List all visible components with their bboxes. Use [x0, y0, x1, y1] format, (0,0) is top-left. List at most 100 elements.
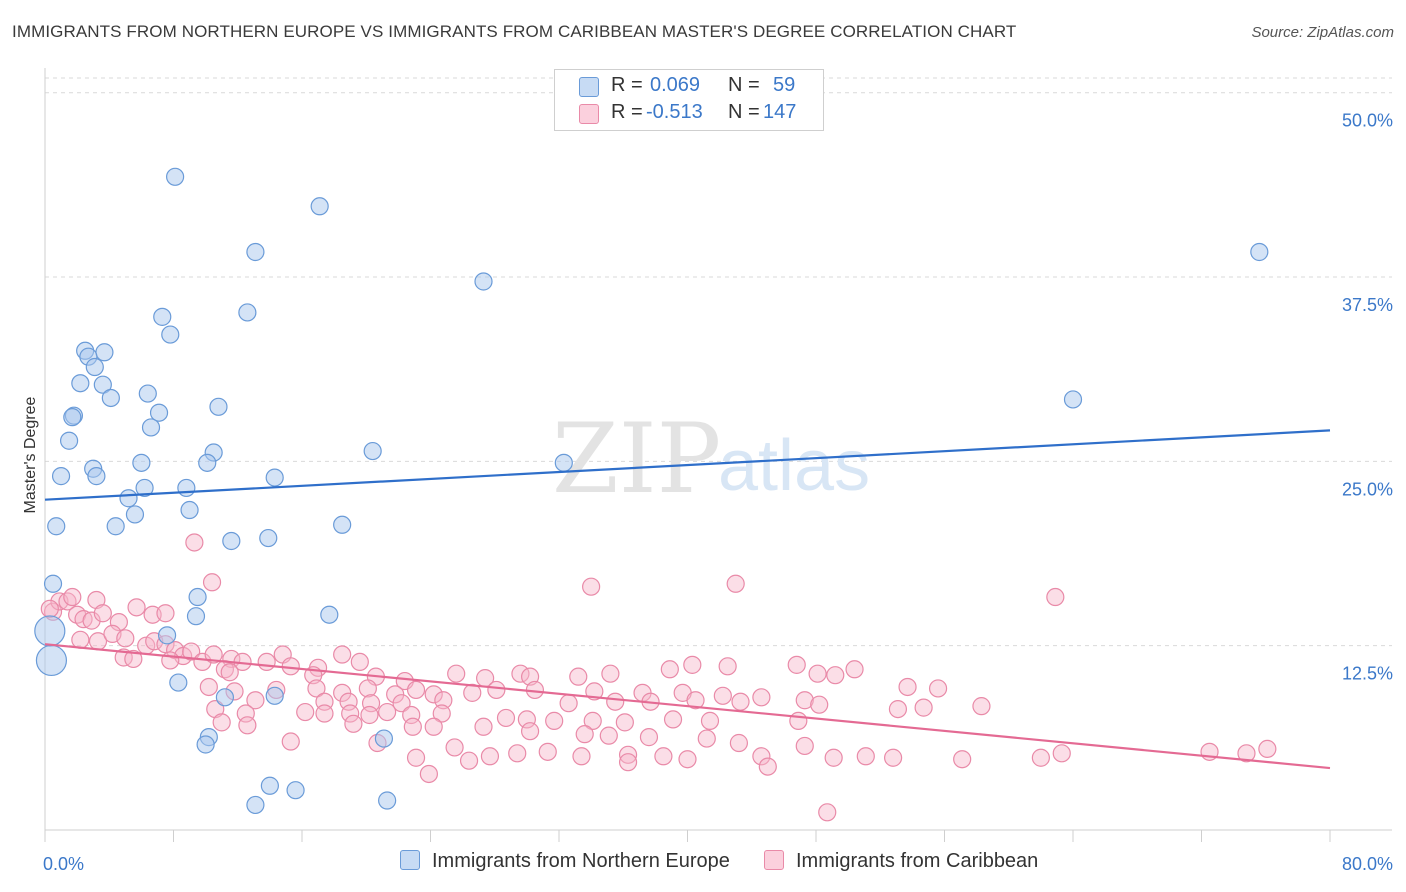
caribbean-point — [1237, 744, 1256, 763]
northern-europe-point — [286, 781, 305, 800]
trend-line-northern-europe — [44, 429, 1331, 501]
caribbean-point — [718, 657, 737, 676]
caribbean-point — [296, 702, 315, 722]
caribbean-point — [220, 663, 239, 682]
northern-europe-point — [141, 418, 161, 437]
northern-europe-point — [35, 644, 68, 677]
caribbean-point — [583, 711, 602, 730]
caribbean-point — [639, 728, 659, 747]
caribbean-point — [928, 679, 948, 698]
y-tick-label: 50.0% — [1342, 111, 1393, 131]
x-tick-label-max: 80.0% — [1342, 854, 1393, 874]
chart-title: IMMIGRANTS FROM NORTHERN EUROPE VS IMMIG… — [12, 22, 1017, 41]
caribbean-point — [1046, 587, 1065, 607]
caribbean-point — [406, 748, 426, 767]
caribbean-point — [787, 655, 806, 674]
y-tick-label: 12.5% — [1342, 664, 1393, 684]
caribbean-point — [789, 711, 808, 730]
northern-europe-point — [554, 453, 573, 472]
caribbean-point — [204, 645, 223, 664]
caribbean-point — [496, 708, 516, 728]
northern-europe-point — [34, 615, 66, 647]
caribbean-point — [686, 691, 705, 710]
caribbean-point — [615, 713, 634, 732]
caribbean-point — [559, 694, 578, 713]
series-caribbean-points — [40, 533, 1277, 822]
caribbean-point — [883, 748, 903, 767]
caribbean-point — [432, 704, 451, 723]
caribbean-point — [424, 717, 443, 736]
caribbean-point — [63, 587, 82, 607]
northern-europe-point — [47, 517, 66, 536]
caribbean-point — [729, 733, 749, 753]
caribbean-point — [538, 742, 557, 761]
caribbean-point — [1031, 748, 1050, 767]
legend-r-value: -0.513 — [646, 101, 703, 123]
bottom-legend-label: Immigrants from Northern Europe — [432, 850, 730, 872]
caribbean-point — [618, 745, 638, 764]
caribbean-point — [257, 652, 276, 672]
trend-line-caribbean — [44, 643, 1331, 770]
bottom-legend-swatch-blue — [400, 850, 420, 870]
caribbean-point — [808, 664, 827, 683]
bottom-legend-label: Immigrants from Caribbean — [796, 850, 1039, 872]
northern-europe-point — [310, 197, 329, 216]
bottom-legend-northern-europe: Immigrants from Northern Europe — [400, 850, 730, 878]
northern-europe-point — [95, 343, 114, 362]
northern-europe-point — [320, 605, 339, 624]
caribbean-point — [406, 680, 426, 700]
northern-europe-point — [157, 626, 177, 645]
caribbean-point — [582, 577, 601, 596]
northern-europe-point — [265, 468, 284, 487]
caribbean-point — [246, 691, 265, 710]
caribbean-point — [447, 664, 466, 683]
caribbean-point — [599, 726, 618, 745]
caribbean-point — [182, 642, 201, 661]
caribbean-point — [654, 747, 673, 766]
caribbean-point — [601, 664, 620, 683]
caribbean-point — [818, 803, 837, 822]
caribbean-point — [953, 750, 972, 769]
caribbean-point — [517, 710, 536, 729]
caribbean-point — [508, 744, 527, 763]
legend-n-label: N = — [728, 101, 760, 123]
northern-europe-point — [1063, 390, 1083, 409]
gridlines — [45, 77, 1392, 647]
northern-europe-point — [260, 776, 279, 795]
caribbean-point — [795, 736, 814, 756]
northern-europe-point — [1250, 242, 1269, 262]
caribbean-point — [713, 686, 732, 705]
northern-europe-point — [169, 673, 188, 692]
caribbean-point — [127, 598, 146, 617]
caribbean-point — [726, 574, 745, 593]
tick-labels: 12.5% 25.0% 37.5% 50.0% 0.0% 80.0% — [43, 111, 1393, 874]
northern-europe-point — [177, 478, 196, 498]
northern-europe-point — [101, 388, 120, 408]
northern-europe-point — [222, 531, 241, 551]
caribbean-point — [545, 711, 564, 730]
caribbean-point — [459, 751, 479, 770]
caribbean-point — [888, 699, 908, 719]
caribbean-point — [1052, 744, 1071, 763]
northern-europe-point — [51, 467, 71, 486]
y-tick-label: 25.0% — [1342, 479, 1393, 499]
watermark-zip: ZIP — [552, 403, 721, 515]
caribbean-point — [434, 691, 453, 710]
caribbean-point — [185, 533, 204, 552]
caribbean-point — [660, 660, 679, 679]
northern-europe-point — [149, 403, 169, 422]
series-northern-europe-points — [34, 167, 1269, 815]
caribbean-point — [731, 692, 750, 711]
caribbean-point — [572, 747, 591, 766]
caribbean-point — [480, 747, 500, 766]
caribbean-point — [212, 713, 231, 732]
caribbean-point — [116, 629, 135, 648]
caribbean-point — [810, 695, 829, 714]
bottom-legend-swatch-pink — [764, 850, 784, 870]
northern-europe-point — [43, 574, 63, 593]
caribbean-point — [683, 655, 702, 674]
caribbean-point — [193, 652, 212, 672]
caribbean-point — [752, 688, 771, 707]
caribbean-point — [618, 753, 638, 772]
caribbean-point — [474, 717, 493, 736]
